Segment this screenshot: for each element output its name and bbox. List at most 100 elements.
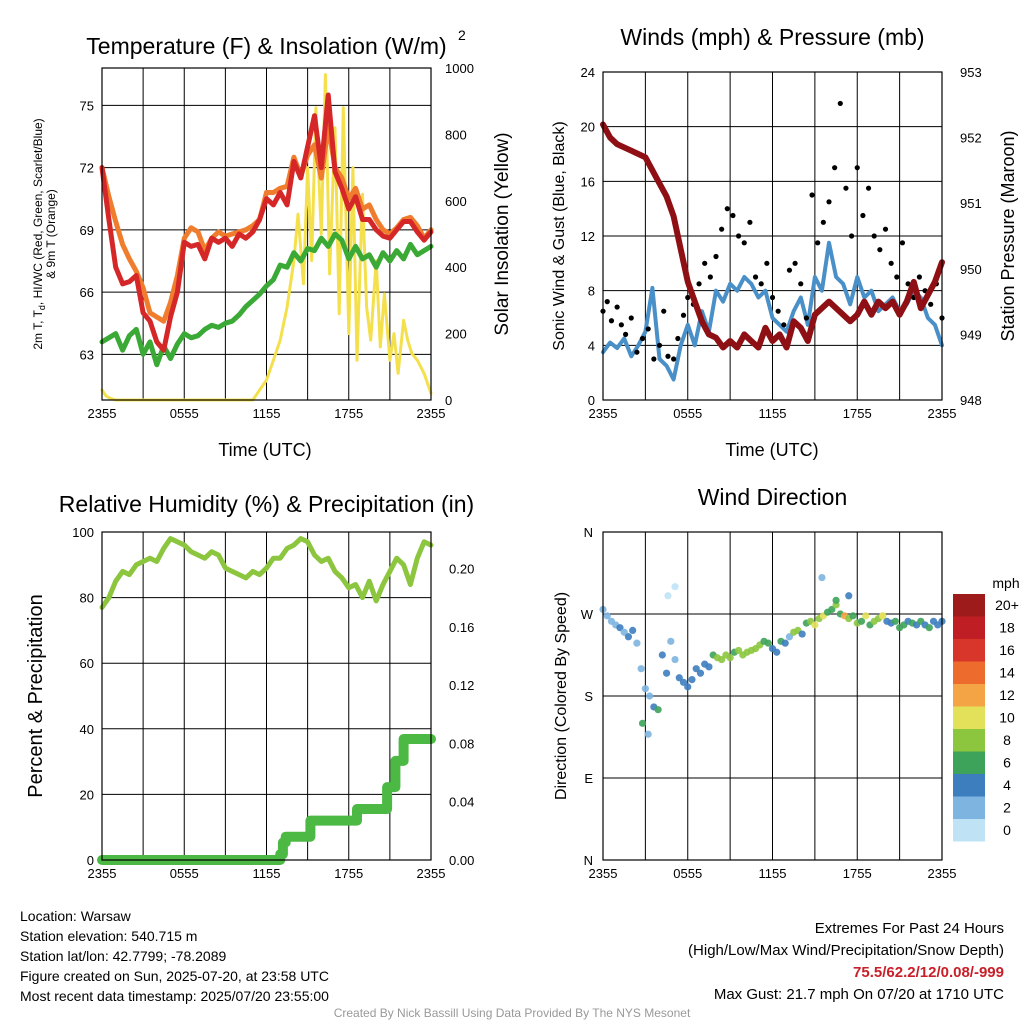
gust-point [888, 260, 894, 266]
y-tick-label: 60 [80, 656, 94, 671]
x-tick-label: 2355 [88, 866, 117, 881]
y2-tick-label: 951 [960, 196, 982, 211]
x-axis-label: Time (UTC) [725, 440, 818, 460]
gust-point [798, 281, 804, 287]
colorbar-swatch [953, 796, 985, 819]
gust-point [815, 240, 821, 246]
y-tick-label: 80 [80, 591, 94, 606]
gust-point [685, 294, 691, 301]
credit-line: Created By Nick Bassill Using Data Provi… [333, 1006, 691, 1020]
gust-point [928, 301, 934, 307]
direction-point [705, 663, 713, 671]
y-tick-label: 16 [581, 174, 595, 189]
gust-point [724, 206, 730, 212]
gust-point [775, 308, 781, 314]
plot-frame [101, 67, 432, 401]
figure-created: Figure created on Sun, 2025-07-20, at 23… [20, 968, 329, 984]
extremes-block: Extremes For Past 24 Hours (High/Low/Max… [688, 918, 1004, 1006]
y-axis-label-part: & 9m T (Orange) [44, 189, 58, 279]
y2-tick-label: 0.08 [449, 736, 474, 751]
y2-tick-label: 0.04 [449, 795, 474, 810]
direction-point [696, 669, 705, 677]
y-tick-label: 40 [80, 722, 94, 737]
colorbar-label: 18 [999, 620, 1015, 636]
series-line [600, 121, 945, 351]
y-tick-label: N [584, 525, 593, 540]
direction-point [671, 583, 679, 591]
direction-point [862, 612, 870, 620]
y-tick-label: W [581, 607, 594, 622]
gust-point [608, 318, 615, 324]
direction-point [718, 655, 726, 664]
gust-point [696, 281, 702, 287]
direction-point [675, 674, 683, 682]
colorbar-swatch [953, 706, 985, 729]
y-axis-label-part: 2m T, T [31, 309, 45, 349]
gust-point [752, 274, 759, 280]
colorbar-swatch [953, 751, 985, 774]
direction-point [644, 730, 652, 738]
y-tick-label: N [584, 853, 593, 868]
gust-point [680, 312, 687, 318]
y-tick-label: 20 [80, 787, 94, 802]
direction-point [891, 617, 899, 625]
gust-point [860, 212, 866, 219]
direction-point [773, 648, 781, 656]
panel-3: 2355 0555 1155 1755 23550204060801000.000.04… [25, 491, 474, 881]
x-axis-label: Time (UTC) [218, 440, 311, 460]
y-tick-label: 63 [80, 347, 94, 362]
x-tick-label: 2355 [417, 866, 446, 881]
y2-tick-label: 0.20 [449, 561, 474, 576]
x-tick-label: 2355 [417, 406, 446, 421]
x-tick-label: 2355 [589, 866, 618, 881]
y2-tick-label: 400 [445, 260, 467, 275]
gust-point [713, 253, 719, 260]
gust-point [623, 331, 629, 337]
y-tick-label: E [584, 771, 593, 786]
x-tick-label: 2355 [928, 866, 957, 881]
y-axis-label: Direction (Colored By Speed) [553, 592, 570, 800]
direction-point [781, 639, 789, 647]
y2-tick-label: 600 [445, 194, 467, 209]
y2-tick-label: 953 [960, 65, 982, 80]
colorbar-label: 8 [1003, 732, 1011, 748]
colorbar-label: 4 [1003, 777, 1011, 793]
gust-point [837, 100, 843, 107]
colorbar-label: 16 [999, 642, 1015, 658]
direction-point [857, 617, 866, 625]
direction-point [633, 639, 641, 647]
x-tick-label: 1155 [253, 866, 281, 881]
colorbar-swatch [953, 819, 985, 842]
y-tick-label: 69 [80, 223, 94, 238]
gust-point [730, 212, 736, 219]
gust-point [899, 240, 906, 246]
direction-point [662, 669, 671, 677]
colorbar-title: mph [992, 575, 1019, 591]
gust-point [764, 260, 770, 266]
direction-point [828, 605, 836, 614]
extremes-subtitle: (High/Low/Max Wind/Precipitation/Snow De… [688, 942, 1004, 959]
recent-timestamp: Most recent data timestamp: 2025/07/20 2… [20, 988, 329, 1004]
direction-point [785, 633, 794, 641]
direction-point [620, 628, 628, 636]
x-tick-label: 0555 [673, 866, 702, 881]
colorbar-swatch [953, 661, 985, 684]
gust-point [665, 353, 671, 359]
gust-point [792, 260, 798, 266]
gust-point [634, 349, 640, 355]
x-tick-label: 0555 [170, 406, 199, 421]
gust-point [854, 165, 860, 171]
gust-point [719, 226, 725, 232]
direction-point [637, 665, 645, 673]
gust-point [651, 356, 657, 362]
gust-point [758, 281, 764, 287]
y2-tick-label: 950 [960, 262, 982, 277]
direction-point [664, 592, 672, 600]
x-tick-label: 0555 [170, 866, 199, 881]
x-tick-label: 1755 [843, 866, 872, 881]
y2-tick-label: 952 [960, 131, 982, 146]
gust-point [628, 315, 634, 321]
gust-point [736, 233, 742, 239]
y-axis-label-part: , HI/WC (Red, Green, Scarlet/Blue) [31, 118, 45, 305]
